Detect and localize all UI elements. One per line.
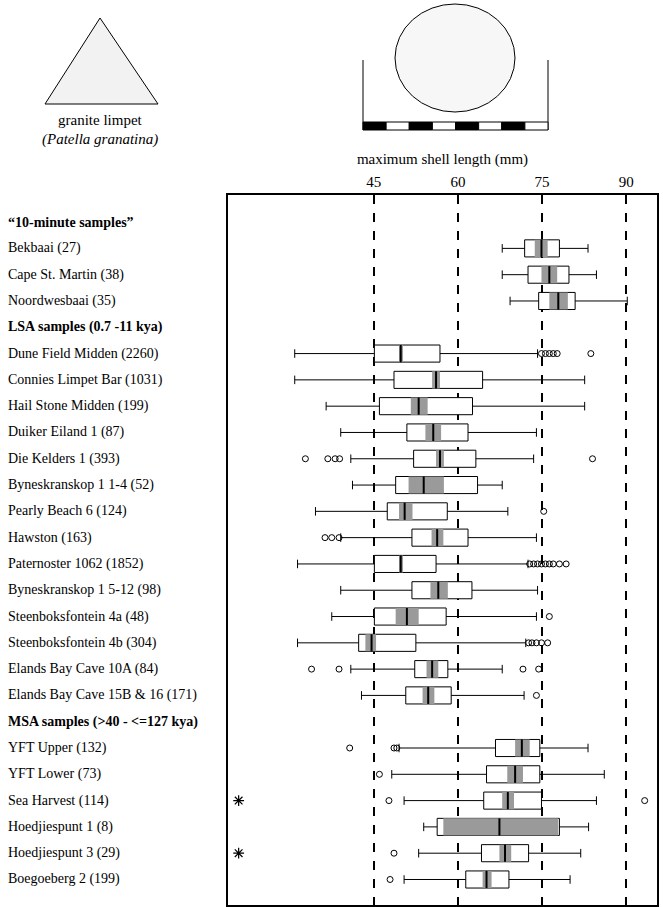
svg-text:Die Kelders 1 (393): Die Kelders 1 (393) [8,451,120,467]
svg-text:“10-minute samples”: “10-minute samples” [8,215,134,230]
svg-text:YFT Upper (132): YFT Upper (132) [8,740,107,756]
svg-text:Elands Bay Cave 10A (84): Elands Bay Cave 10A (84) [8,661,158,677]
svg-text:LSA samples (0.7 -11 kya): LSA samples (0.7 -11 kya) [8,319,163,335]
svg-text:Hail Stone Midden (199): Hail Stone Midden (199) [8,398,149,414]
svg-text:Boegoeberg 2 (199): Boegoeberg 2 (199) [8,871,120,887]
svg-text:Duiker Eiland 1 (87): Duiker Eiland 1 (87) [8,424,125,440]
svg-text:Steenboksfontein 4a (48): Steenboksfontein 4a (48) [8,609,149,625]
svg-text:Byneskranskop 1 5-12 (98): Byneskranskop 1 5-12 (98) [8,582,161,598]
svg-text:Elands Bay Cave 15B & 16 (171): Elands Bay Cave 15B & 16 (171) [8,687,197,703]
svg-text:Cape St. Martin (38): Cape St. Martin (38) [8,267,124,283]
svg-text:YFT Lower (73): YFT Lower (73) [8,766,101,782]
svg-text:Noordwesbaai (35): Noordwesbaai (35) [8,293,116,309]
svg-text:Steenboksfontein 4b (304): Steenboksfontein 4b (304) [8,635,157,651]
svg-text:Hawston (163): Hawston (163) [8,530,92,546]
svg-text:maximum shell length (mm): maximum shell length (mm) [357,151,528,168]
svg-text:Connies Limpet Bar (1031): Connies Limpet Bar (1031) [8,372,163,388]
svg-text:Hoedjiespunt 1 (8): Hoedjiespunt 1 (8) [8,819,113,835]
svg-text:90: 90 [619,174,634,190]
svg-text:MSA samples (>40 - <=127 kya): MSA samples (>40 - <=127 kya) [8,714,198,730]
svg-text:75: 75 [535,174,550,190]
svg-text:granite limpet: granite limpet [58,112,143,128]
svg-text:60: 60 [450,174,465,190]
svg-text:Hoedjiespunt 3 (29): Hoedjiespunt 3 (29) [8,845,120,861]
svg-text:Paternoster 1062 (1852): Paternoster 1062 (1852) [8,556,144,572]
svg-text:Pearly Beach 6 (124): Pearly Beach 6 (124) [8,503,127,519]
svg-text:Bekbaai (27): Bekbaai (27) [8,240,81,256]
svg-text:Dune Field Midden (2260): Dune Field Midden (2260) [8,346,159,362]
svg-text:45: 45 [366,174,381,190]
svg-text:Sea Harvest (114): Sea Harvest (114) [8,793,109,809]
svg-text:(Patella granatina): (Patella granatina) [42,131,158,148]
svg-text:Byneskranskop 1 1-4 (52): Byneskranskop 1 1-4 (52) [8,477,154,493]
